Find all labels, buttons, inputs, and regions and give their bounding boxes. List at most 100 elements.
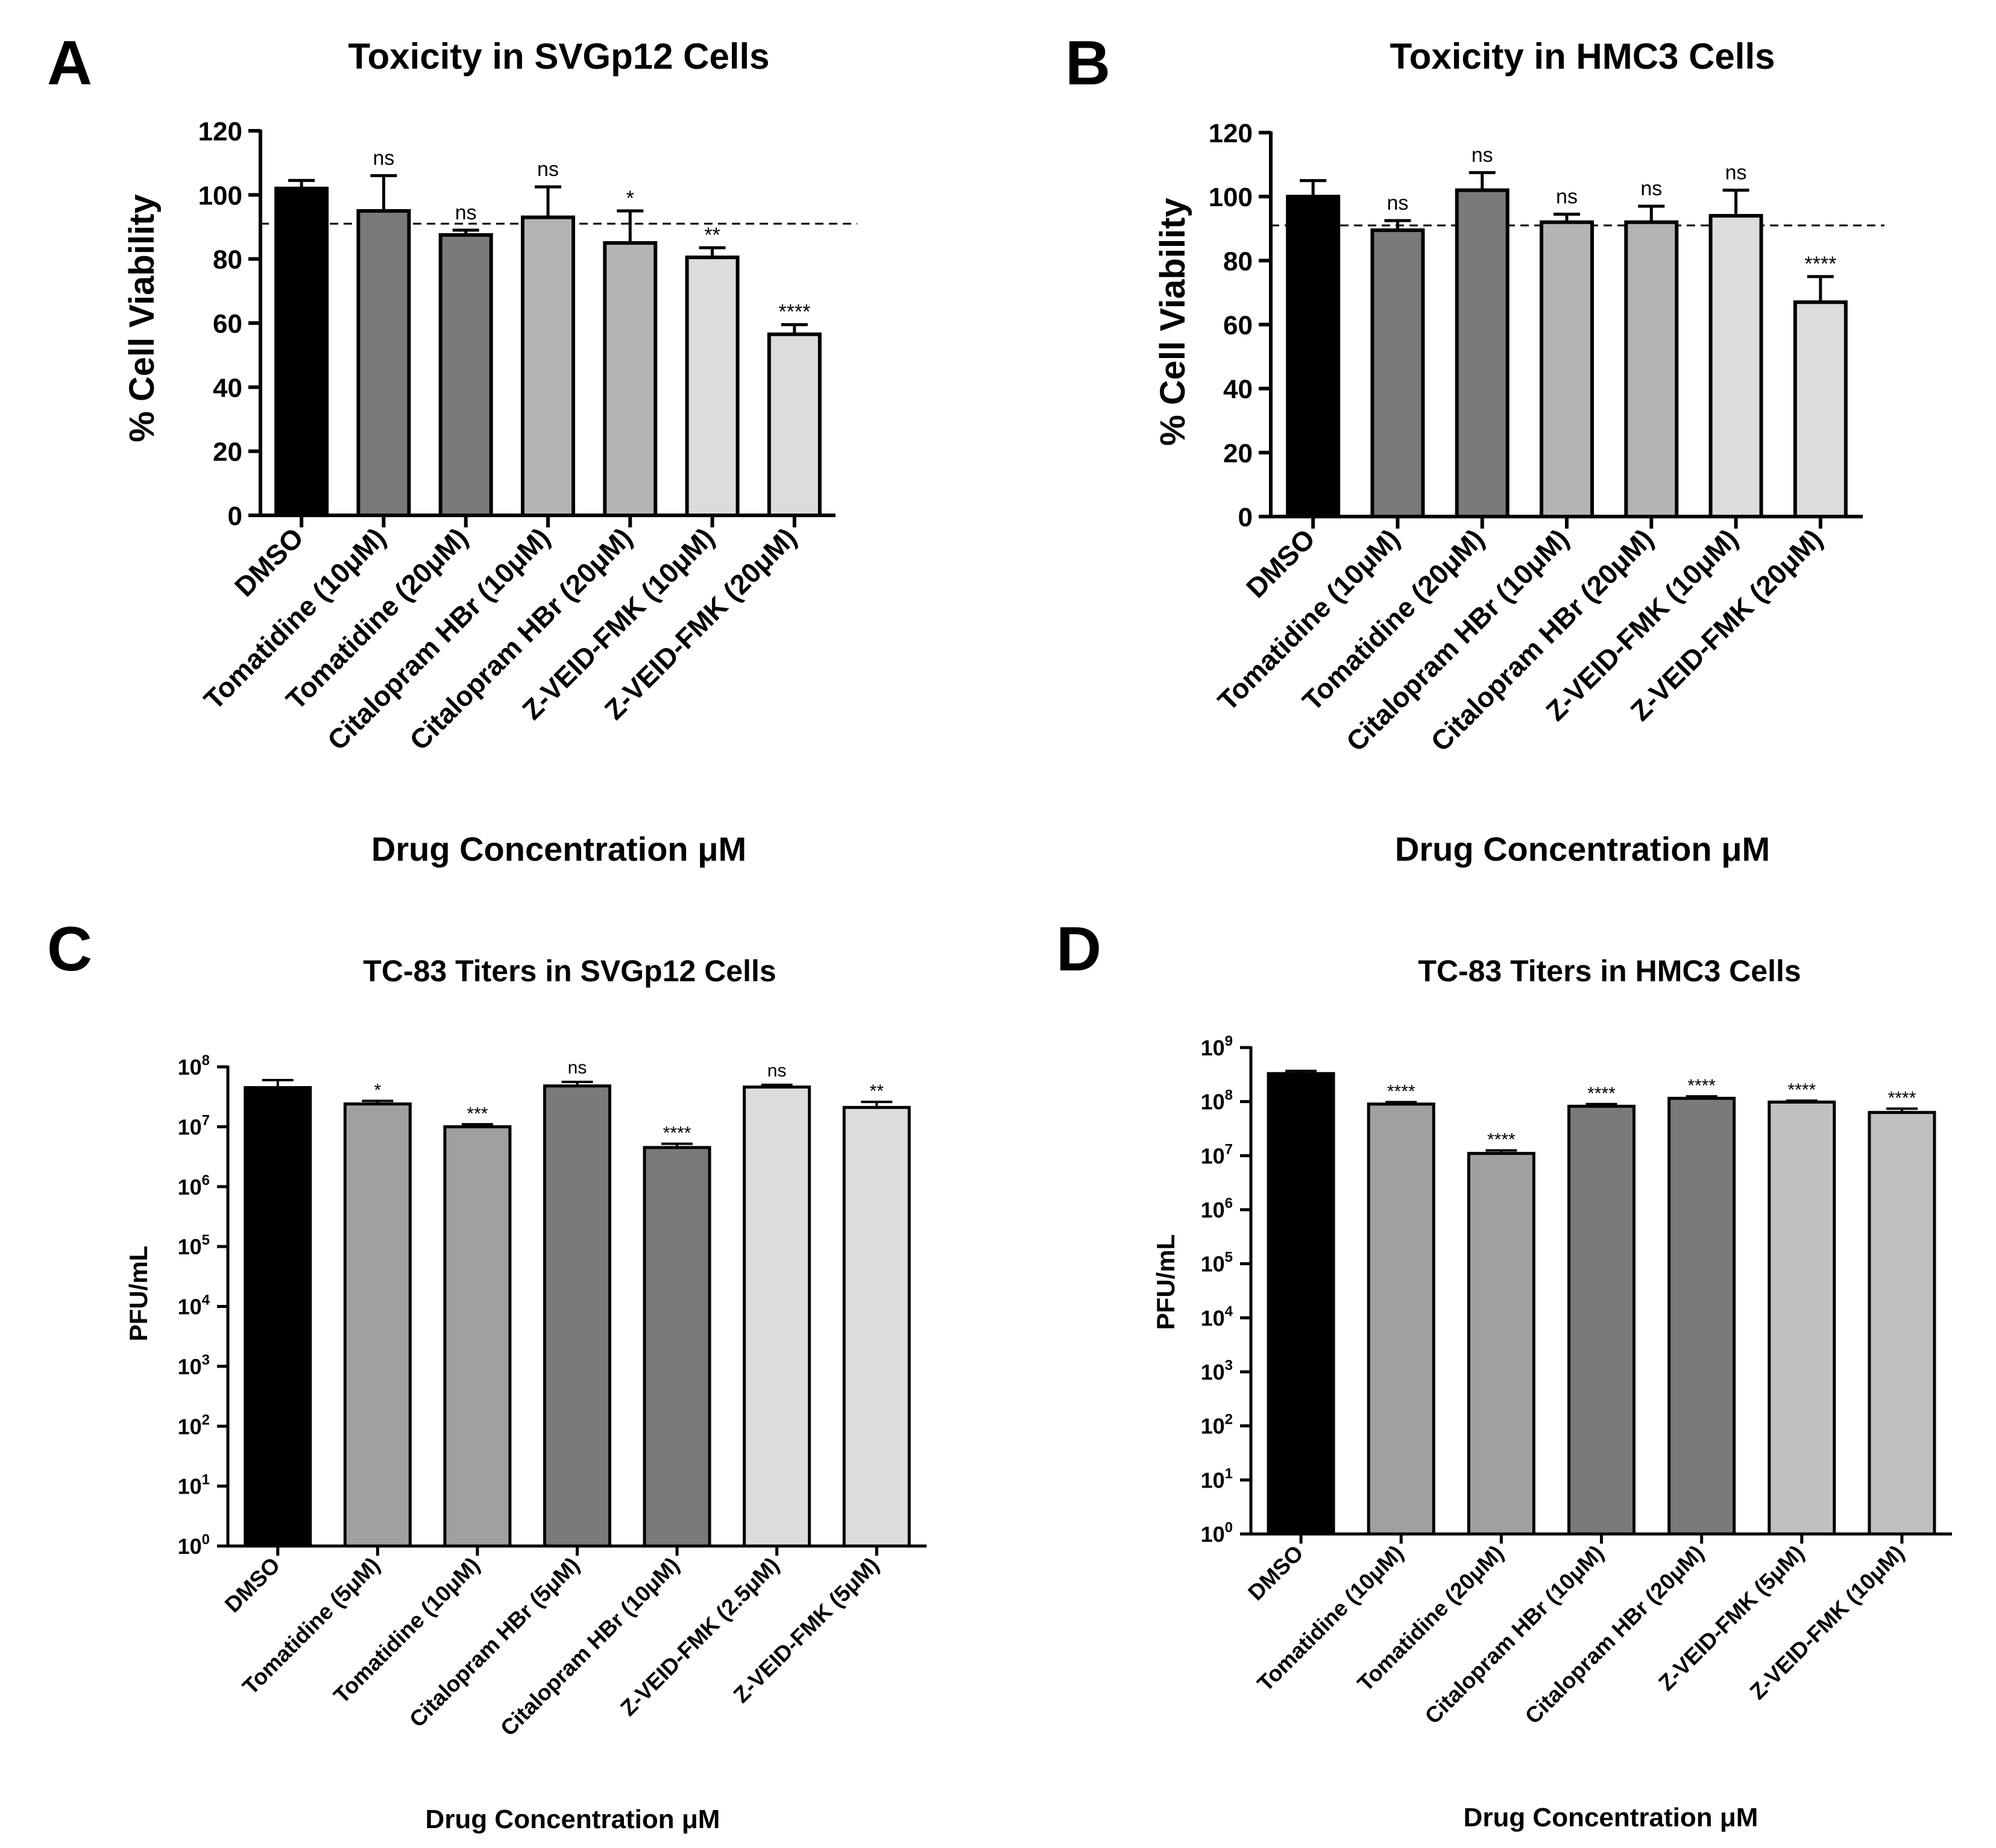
- chart-title-a: Toxicity in SVGp12 Cells: [348, 36, 769, 77]
- chart-title-d: TC-83 Titers in HMC3 Cells: [1418, 954, 1801, 988]
- y-tick-label: 106: [1201, 1195, 1233, 1222]
- bar: [356, 209, 411, 517]
- chart-title-b: Toxicity in HMC3 Cells: [1390, 36, 1775, 77]
- bar: [343, 1102, 412, 1548]
- bar: [1367, 1102, 1435, 1536]
- bar: [1267, 1072, 1335, 1536]
- significance-label: ****: [1888, 1088, 1916, 1108]
- x-tick-label: DMSO: [1240, 523, 1321, 603]
- bar: [1868, 1111, 1936, 1536]
- panel-c: C TC-83 Titers in SVGp12 Cells PFU/mL Dr…: [47, 914, 927, 1834]
- y-tick-label: 104: [1201, 1303, 1233, 1330]
- significance-label: ****: [1804, 253, 1836, 275]
- y-tick-label: 102: [1201, 1412, 1233, 1439]
- bar: [1467, 1152, 1535, 1536]
- y-tick-label: 100: [1209, 183, 1253, 212]
- x-tick-label: DMSO: [1243, 1541, 1308, 1605]
- panel-a: A Toxicity in SVGp12 Cells % Cell Viabil…: [47, 28, 857, 868]
- x-axis-label-c: Drug Concentration μM: [426, 1805, 720, 1834]
- y-tick-label: 60: [213, 309, 242, 339]
- y-tick-label: 108: [178, 1052, 210, 1080]
- x-tick-label: DMSO: [220, 1553, 285, 1617]
- y-tick-label: 40: [213, 373, 242, 403]
- y-tick-label: 105: [1201, 1249, 1233, 1277]
- y-axis-label-d: PFU/mL: [1151, 1234, 1180, 1330]
- bar: [1567, 1104, 1636, 1536]
- x-axis-label-a: Drug Concentration μM: [371, 830, 746, 868]
- panel-letter-c: C: [47, 914, 92, 984]
- bar: [543, 1084, 611, 1548]
- y-tick-label: 80: [1223, 247, 1253, 276]
- y-tick-label: 101: [178, 1472, 210, 1499]
- chart-title-c: TC-83 Titers in SVGp12 Cells: [363, 954, 776, 988]
- x-axis-label-b: Drug Concentration μM: [1395, 830, 1770, 868]
- bar: [274, 186, 329, 517]
- y-tick-label: 80: [213, 245, 242, 275]
- y-tick-label: 20: [1223, 439, 1253, 468]
- plot-area-c: DMSO*Tomatidine (5μM)***Tomatidine (10μM…: [178, 1052, 927, 1741]
- significance-label: *: [374, 1081, 382, 1101]
- x-tick-label: Citalopram HBr (10μM): [496, 1553, 684, 1741]
- bar: [1624, 220, 1679, 518]
- significance-label: ns: [1556, 185, 1578, 208]
- y-tick-label: 101: [1201, 1465, 1233, 1492]
- significance-label: ****: [1587, 1084, 1616, 1104]
- significance-label: ns: [455, 201, 477, 224]
- panel-b: B Toxicity in HMC3 Cells % Cell Viabilit…: [1065, 28, 1884, 868]
- y-tick-label: 100: [178, 1532, 210, 1559]
- bar: [1768, 1100, 1836, 1536]
- bar: [443, 1125, 512, 1548]
- bar: [1286, 195, 1341, 518]
- bar: [767, 332, 822, 517]
- y-tick-label: 109: [1201, 1033, 1233, 1060]
- y-tick-label: 107: [178, 1112, 210, 1139]
- panel-letter-b: B: [1065, 28, 1110, 98]
- plot-area-d: DMSO****Tomatidine (10μM)****Tomatidine …: [1201, 1033, 1952, 1729]
- y-axis-label-a: % Cell Viability: [122, 194, 162, 442]
- significance-label: ns: [1725, 162, 1747, 184]
- y-tick-label: 105: [178, 1232, 210, 1259]
- y-tick-label: 60: [1223, 311, 1253, 341]
- bar: [1793, 300, 1848, 518]
- y-tick-label: 106: [178, 1172, 210, 1199]
- significance-label: ****: [1687, 1076, 1716, 1096]
- y-tick-label: 102: [178, 1412, 210, 1439]
- bar: [643, 1146, 711, 1548]
- y-tick-label: 40: [1223, 375, 1253, 404]
- significance-label: ****: [778, 301, 810, 324]
- bar: [438, 233, 493, 517]
- significance-label: ns: [1472, 143, 1493, 166]
- y-axis-label-b: % Cell Viability: [1153, 198, 1192, 446]
- bar: [743, 1086, 811, 1548]
- bar: [842, 1105, 911, 1548]
- y-tick-label: 107: [1201, 1141, 1233, 1168]
- y-tick-label: 103: [178, 1352, 210, 1379]
- significance-label: ns: [568, 1058, 587, 1078]
- y-tick-label: 103: [1201, 1357, 1233, 1384]
- bar: [1667, 1096, 1736, 1536]
- significance-label: *: [626, 187, 634, 210]
- significance-label: ns: [1387, 192, 1408, 215]
- x-tick-label: DMSO: [228, 521, 309, 602]
- bar: [244, 1086, 312, 1548]
- y-tick-label: 20: [213, 438, 242, 467]
- x-tick-label: Citalopram HBr (10μM): [1420, 1541, 1608, 1729]
- x-axis-label-d: Drug Concentration μM: [1464, 1803, 1758, 1832]
- panel-letter-d: D: [1056, 914, 1101, 984]
- y-tick-label: 100: [1201, 1520, 1233, 1547]
- panel-letter-a: A: [47, 28, 92, 98]
- y-tick-label: 100: [198, 181, 242, 210]
- bar: [521, 215, 575, 517]
- bar: [1708, 214, 1763, 518]
- y-tick-label: 0: [228, 501, 242, 531]
- significance-label: ****: [663, 1124, 691, 1143]
- y-tick-label: 108: [1201, 1087, 1233, 1114]
- bar: [1370, 228, 1425, 518]
- bar: [1455, 188, 1510, 518]
- x-tick-label: Citalopram HBr (5μM): [405, 1553, 584, 1732]
- significance-label: ns: [537, 158, 559, 181]
- significance-label: ****: [1487, 1130, 1516, 1150]
